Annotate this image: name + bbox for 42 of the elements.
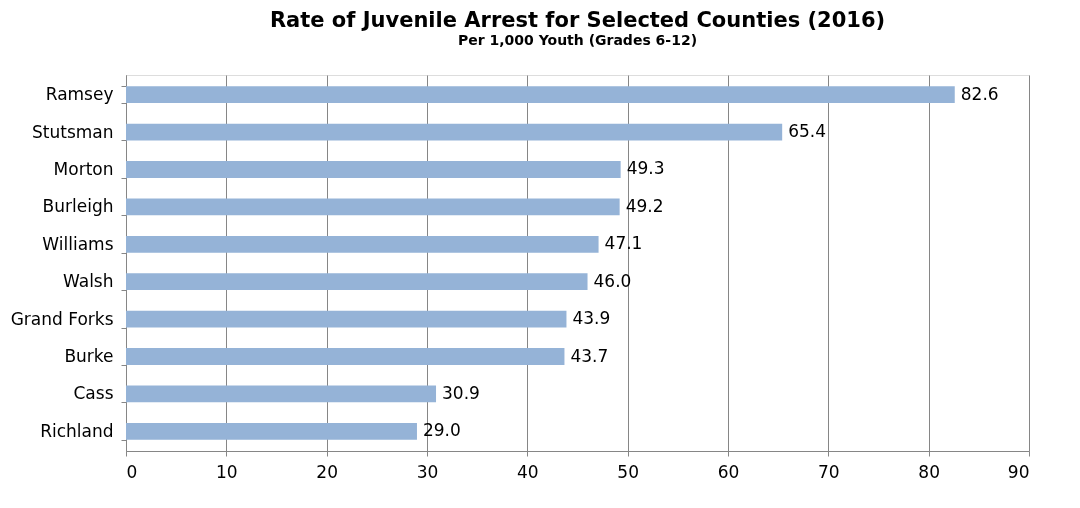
chart-title: Rate of Juvenile Arrest for Selected Counties (2016)	[269, 8, 886, 32]
data-label: 82.6	[960, 83, 999, 104]
data-label: 43.9	[572, 308, 611, 329]
data-label: 29.0	[422, 420, 461, 441]
data-label: 49.2	[625, 195, 664, 216]
bar	[126, 310, 567, 328]
y-tick-label: Burleigh	[42, 196, 114, 217]
chart-subtitle: Per 1,000 Youth (Grades 6-12)	[457, 32, 698, 48]
x-tick-label: 70	[818, 461, 840, 482]
y-tick-label: Burke	[64, 346, 114, 367]
data-label: 46.0	[593, 270, 632, 291]
bar	[126, 273, 588, 291]
data-label: 43.7	[570, 345, 609, 366]
bar	[126, 86, 955, 104]
y-tick-label: Morton	[53, 158, 114, 179]
y-tick-label: Grand Forks	[10, 308, 114, 329]
y-tick-label: Williams	[42, 233, 114, 254]
data-label: 49.3	[626, 158, 665, 179]
bar	[126, 422, 417, 440]
bar	[126, 198, 620, 216]
y-tick-label: Ramsey	[45, 84, 114, 105]
x-tick-label: 80	[918, 461, 940, 482]
x-tick-label: 20	[316, 461, 338, 482]
data-label: 30.9	[442, 382, 480, 403]
x-tick-label: 10	[216, 461, 238, 482]
x-tick-label: 90	[1007, 461, 1030, 482]
x-tick-label: 0	[126, 461, 138, 482]
y-tick-label: Stutsman	[31, 121, 114, 142]
y-tick-label: Richland	[40, 420, 114, 441]
y-tick-label: Cass	[73, 383, 114, 404]
x-tick-label: 40	[517, 461, 539, 482]
x-tick-label: 30	[416, 461, 439, 482]
data-label: 47.1	[604, 233, 643, 254]
bar	[126, 348, 565, 365]
y-tick-label: Walsh	[63, 271, 114, 292]
x-tick-label: 60	[717, 461, 740, 482]
data-label: 65.4	[788, 121, 827, 142]
bar	[126, 235, 599, 253]
bar	[126, 385, 437, 403]
bar	[126, 123, 783, 141]
bar	[126, 161, 621, 178]
x-tick-label: 50	[617, 461, 639, 482]
